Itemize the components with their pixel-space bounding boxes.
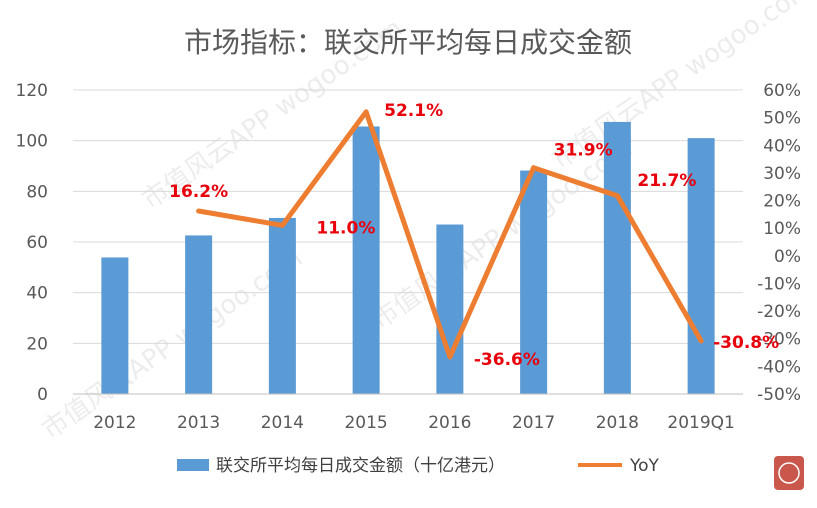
- yoy-line-series: [196, 109, 704, 360]
- bar: [185, 235, 213, 394]
- y-right-tick-label: -40%: [757, 357, 801, 377]
- data-label: -30.8%: [713, 333, 779, 353]
- x-tick-label: 2013: [177, 413, 220, 433]
- y-right-tick-label: 50%: [763, 109, 801, 129]
- data-label: 11.0%: [316, 218, 375, 238]
- y-right-tick-label: 60%: [763, 81, 801, 101]
- bar: [268, 217, 296, 394]
- y-left-tick-label: 40: [26, 284, 48, 304]
- y-right-tick-label: 10%: [763, 219, 801, 239]
- y-left-tick-label: 80: [26, 182, 48, 202]
- legend-label-line: YoY: [629, 456, 660, 476]
- data-label: -36.6%: [474, 350, 540, 370]
- data-label: 21.7%: [637, 171, 696, 191]
- x-tick-label: 2018: [596, 413, 639, 433]
- y-left-tick-label: 60: [26, 233, 48, 253]
- y-right-tick-label: 30%: [763, 164, 801, 184]
- axes: 0 20 40 60 80 100 120 -50% -40% -30% -20% -10% 0% 10%…: [16, 81, 801, 433]
- bar: [520, 170, 548, 394]
- x-tick-label: 2019Q1: [667, 413, 734, 433]
- bar: [687, 138, 715, 394]
- legend: 联交所平均每日成交金额（十亿港元） YoY: [177, 456, 660, 476]
- y-right-tick-label: -30%: [757, 330, 801, 350]
- legend-swatch-bar: [177, 459, 209, 471]
- y-left-tick-label: 120: [16, 81, 48, 101]
- x-tick-label: 2016: [428, 413, 471, 433]
- data-labels: 16.2% 11.0% 52.1% -36.6% 31.9% 21.7% -30.8%: [169, 101, 779, 370]
- bar: [436, 224, 464, 394]
- data-label: 52.1%: [384, 101, 443, 121]
- yoy-line: [196, 109, 704, 360]
- chart-title: 市场指标：联交所平均每日成交金额: [184, 26, 632, 59]
- bar: [352, 126, 380, 394]
- y-left-tick-label: 20: [26, 334, 48, 354]
- y-right-tick-label: 0%: [774, 247, 801, 267]
- y-right-tick-label: -50%: [757, 385, 801, 405]
- data-label: 16.2%: [169, 182, 228, 202]
- x-tick-label: 2014: [261, 413, 304, 433]
- y-left-tick-label: 100: [16, 132, 48, 152]
- y-right-tick-label: 40%: [763, 136, 801, 156]
- x-tick-label: 2017: [512, 413, 555, 433]
- bar-series: [101, 121, 715, 395]
- bar: [101, 257, 129, 394]
- x-tick-label: 2015: [344, 413, 387, 433]
- x-tick-label: 2012: [93, 413, 136, 433]
- y-right-tick-label: 20%: [763, 192, 801, 212]
- y-right-tick-label: -10%: [757, 274, 801, 294]
- data-label: 31.9%: [554, 141, 613, 161]
- seal-logo: [774, 456, 804, 490]
- y-left-tick-label: 0: [37, 385, 48, 405]
- legend-label-bar: 联交所平均每日成交金额（十亿港元）: [216, 456, 505, 476]
- bar: [603, 121, 631, 395]
- y-right-tick-label: -20%: [757, 302, 801, 322]
